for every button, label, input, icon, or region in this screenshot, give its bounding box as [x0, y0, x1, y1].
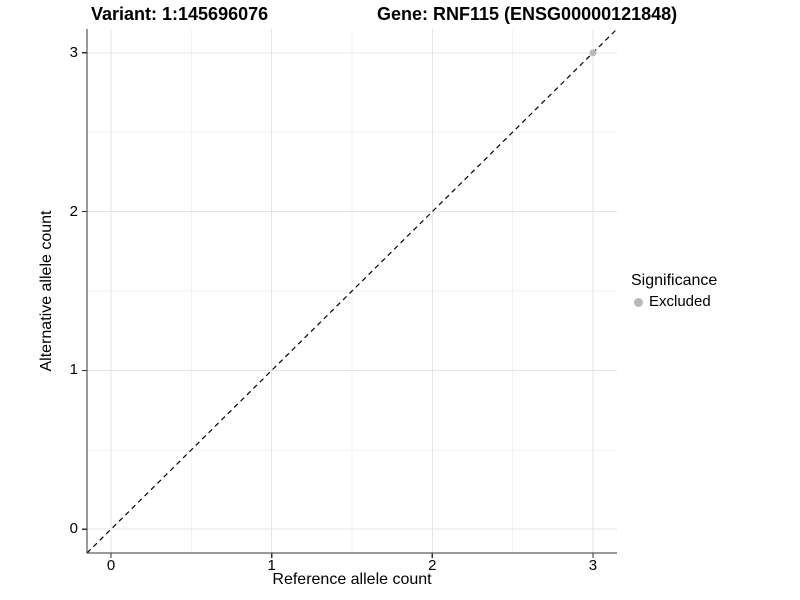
legend-point-icon: [634, 297, 643, 307]
gene-title: Gene: RNF115 (ENSG00000121848): [377, 4, 678, 24]
y-tick-label: 2: [69, 202, 78, 220]
x-tick-label: 1: [267, 557, 276, 574]
y-tick-label: 3: [69, 43, 78, 61]
variant-title: Variant: 1:145696076: [91, 4, 269, 24]
legend: Significance Excluded: [631, 271, 717, 311]
data-point: [589, 49, 597, 57]
y-axis-title: Alternative allele count: [38, 210, 55, 372]
y-tick-label: 0: [69, 520, 78, 538]
legend-item: Excluded: [631, 293, 717, 311]
y-tick-label: 1: [69, 361, 78, 379]
legend-items: Excluded: [631, 293, 717, 311]
legend-item-label: Excluded: [649, 293, 711, 310]
x-tick-label: 3: [588, 557, 598, 574]
x-axis-title: Reference allele count: [272, 571, 432, 588]
x-tick-label: 0: [106, 557, 116, 574]
legend-title: Significance: [631, 272, 718, 289]
x-tick-label: 2: [428, 557, 437, 574]
identity-line: [86, 28, 618, 554]
